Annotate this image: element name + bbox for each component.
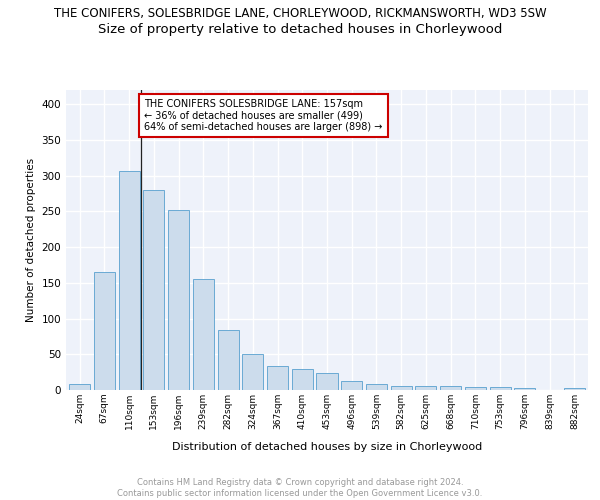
Bar [267,366,288,390]
Bar [94,272,115,390]
Bar [292,370,313,390]
Bar [193,280,214,390]
Bar [119,172,140,390]
Bar [440,386,461,390]
Y-axis label: Number of detached properties: Number of detached properties [26,158,36,322]
Bar [143,190,164,390]
Bar [490,387,511,390]
Text: THE CONIFERS SOLESBRIDGE LANE: 157sqm
← 36% of detached houses are smaller (499): THE CONIFERS SOLESBRIDGE LANE: 157sqm ← … [145,99,383,132]
Bar [69,384,90,390]
Text: THE CONIFERS, SOLESBRIDGE LANE, CHORLEYWOOD, RICKMANSWORTH, WD3 5SW: THE CONIFERS, SOLESBRIDGE LANE, CHORLEYW… [53,8,547,20]
Bar [415,386,436,390]
Bar [218,330,239,390]
Bar [514,388,535,390]
Text: Contains HM Land Registry data © Crown copyright and database right 2024.
Contai: Contains HM Land Registry data © Crown c… [118,478,482,498]
Bar [564,388,585,390]
Text: Distribution of detached houses by size in Chorleywood: Distribution of detached houses by size … [172,442,482,452]
Bar [316,373,338,390]
Bar [366,384,387,390]
Bar [341,380,362,390]
Text: Size of property relative to detached houses in Chorleywood: Size of property relative to detached ho… [98,22,502,36]
Bar [391,386,412,390]
Bar [465,387,486,390]
Bar [242,354,263,390]
Bar [168,210,189,390]
